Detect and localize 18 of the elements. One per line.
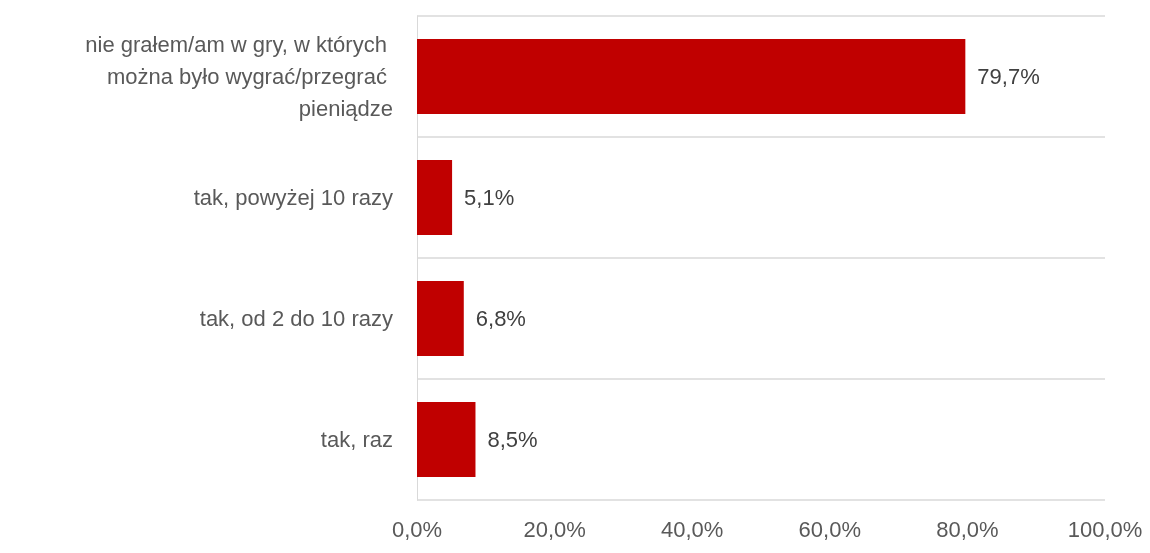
y-tick-label: tak, raz bbox=[320, 427, 393, 452]
x-tick-label: 60,0% bbox=[798, 516, 861, 542]
data-label: 8,5% bbox=[487, 427, 538, 452]
data-label: 79,7% bbox=[977, 64, 1040, 89]
bar bbox=[417, 38, 966, 115]
bar bbox=[417, 159, 453, 236]
bar bbox=[417, 401, 476, 478]
x-tick-label: 0,0% bbox=[391, 516, 443, 542]
x-tick-label: 20,0% bbox=[523, 516, 586, 542]
x-tick-label: 100,0% bbox=[1067, 516, 1143, 542]
data-label: 5,1% bbox=[464, 185, 515, 210]
x-tick-label: 40,0% bbox=[661, 516, 724, 542]
y-tick-label: nie grałem/am w gry, w których można było wygrać/przegrać pieniądze bbox=[85, 32, 393, 121]
y-tick-label: tak, od 2 do 10 razy bbox=[199, 306, 393, 331]
y-tick-label: tak, powyżej 10 razy bbox=[193, 185, 393, 210]
data-label: 6,8% bbox=[475, 306, 526, 331]
x-tick-label: 80,0% bbox=[936, 516, 999, 542]
bar bbox=[417, 280, 464, 357]
